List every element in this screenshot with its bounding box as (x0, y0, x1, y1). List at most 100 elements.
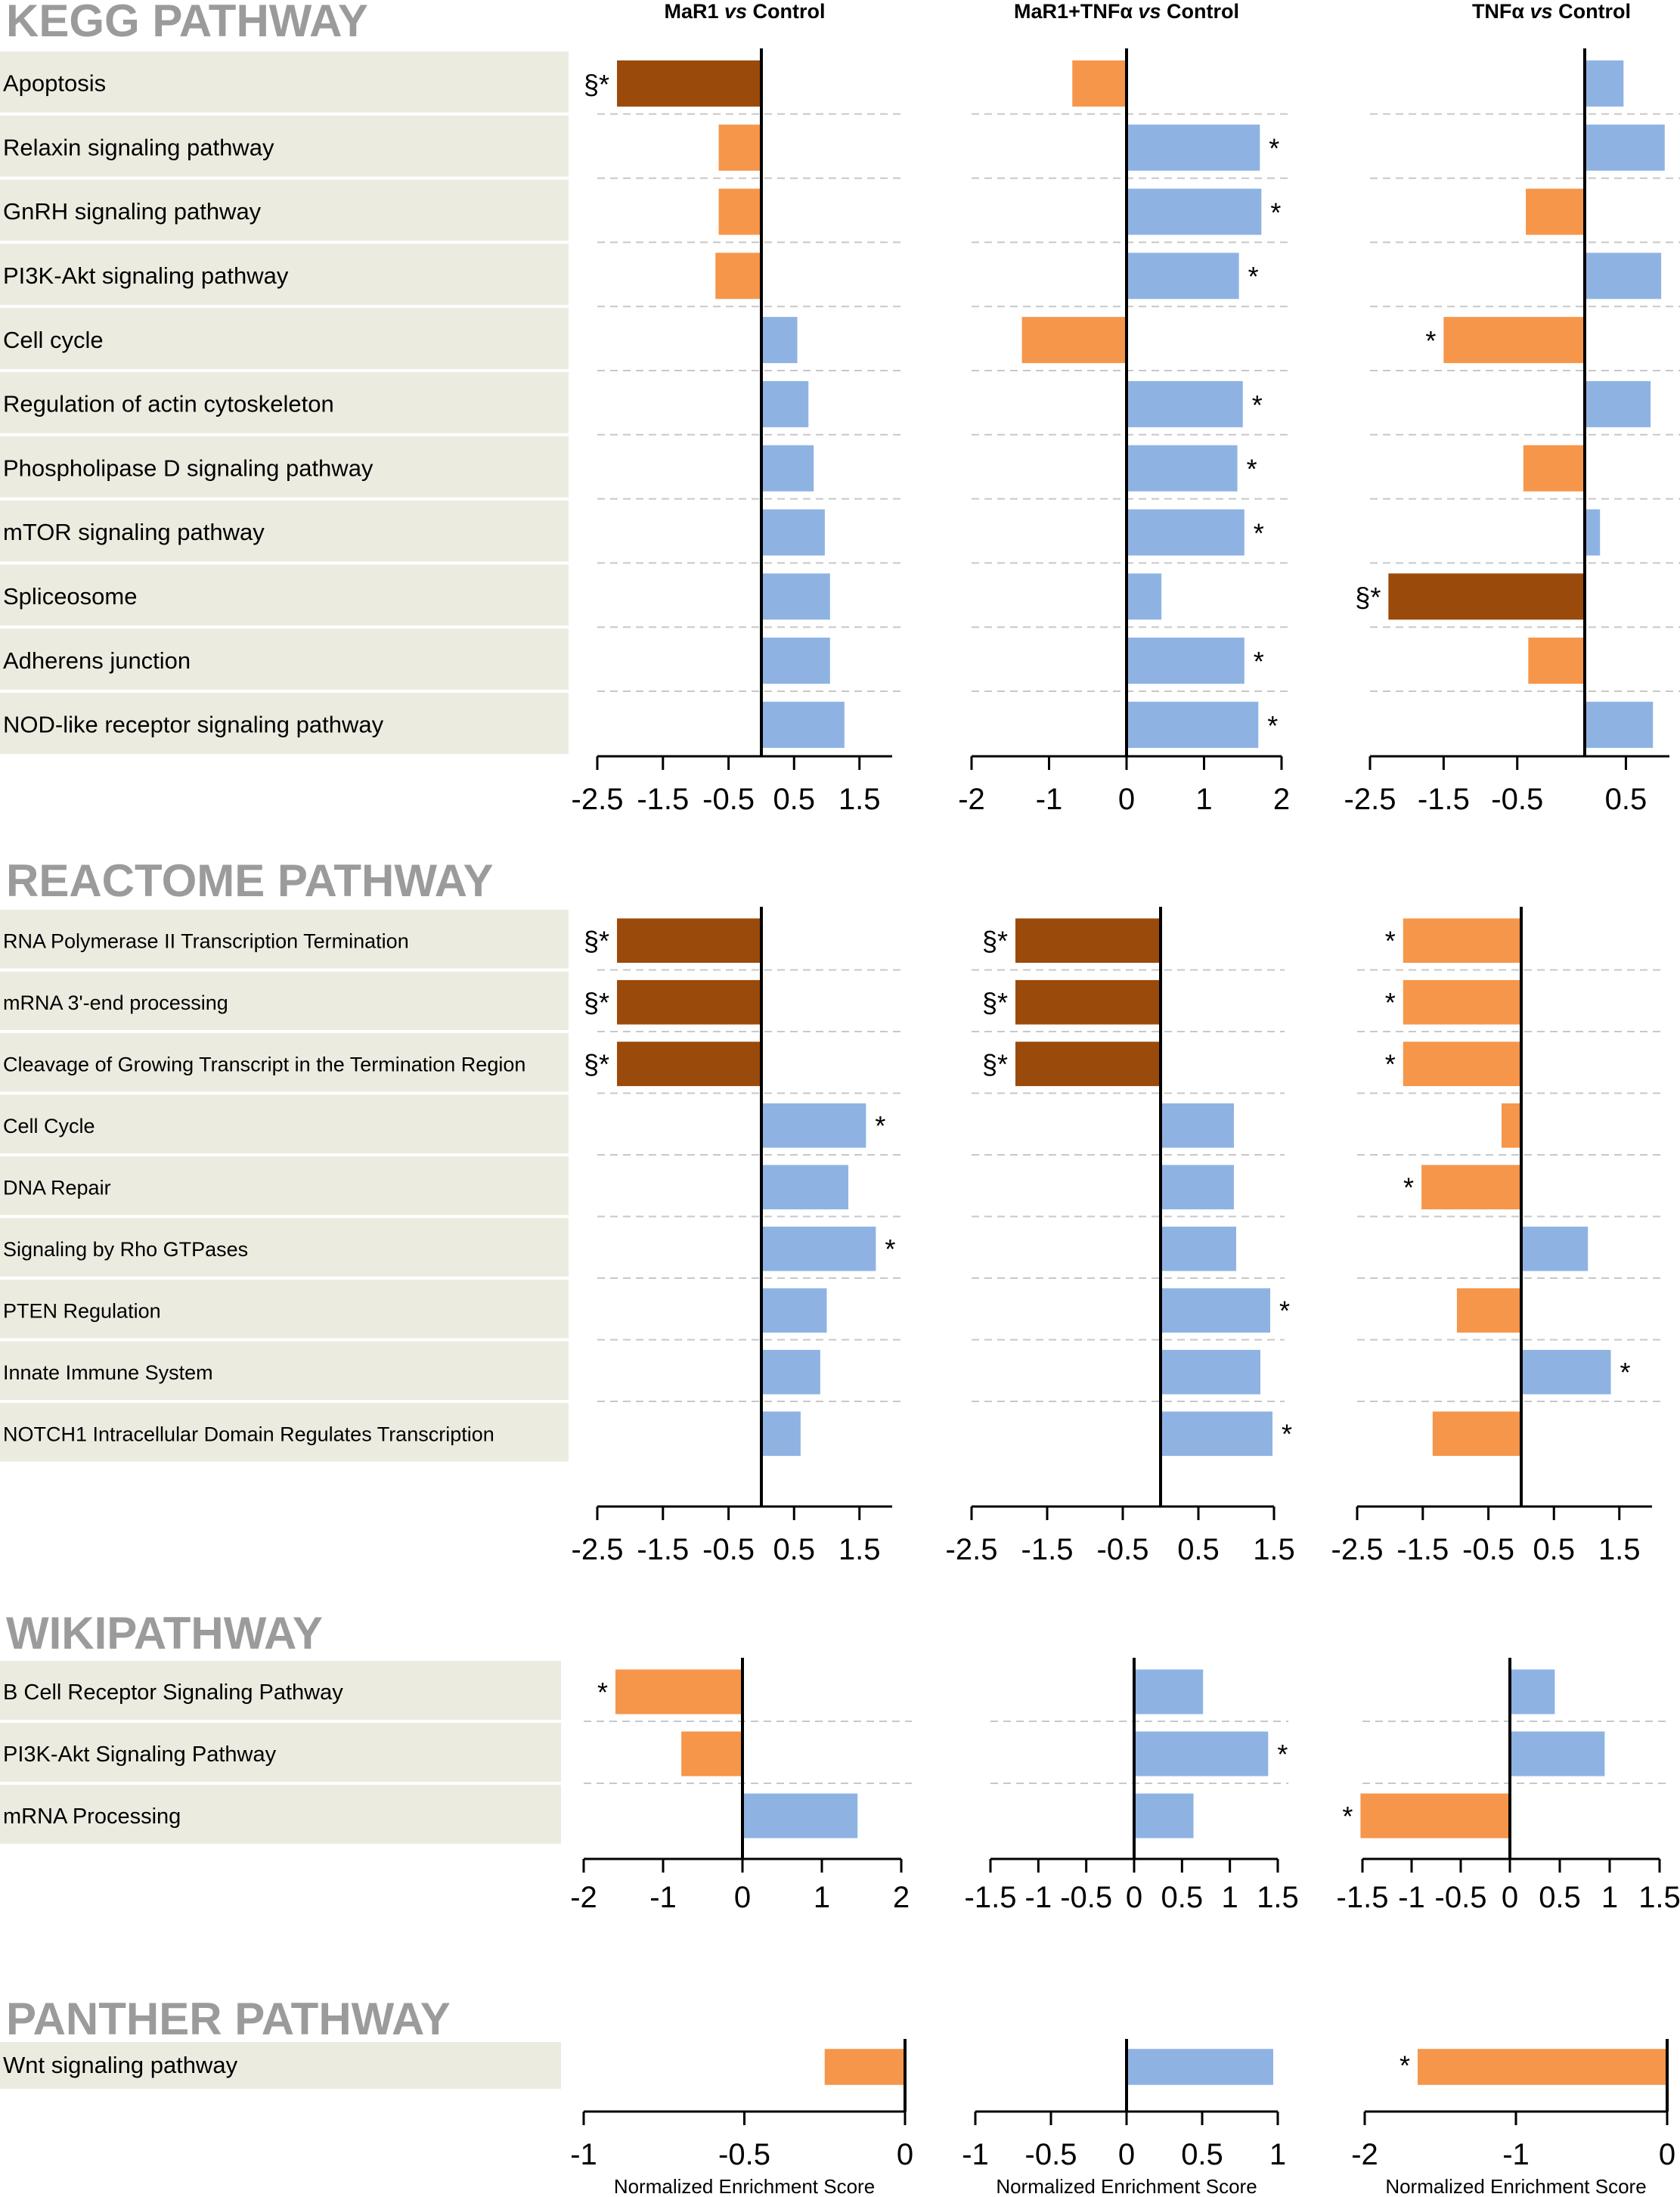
row-label-bg (0, 179, 569, 241)
x-tick-label: -1.5 (1337, 1881, 1389, 1914)
kegg-pathway-header: KEGG PATHWAY (6, 0, 368, 46)
significance-mark: * (1248, 261, 1259, 292)
bar-wikipathway-col3 (1510, 1669, 1555, 1714)
x-tick-label: 1.5 (1638, 1881, 1680, 1914)
x-tick-label: -1.5 (637, 783, 689, 816)
row-label-bg (0, 1280, 569, 1339)
bar-reactome-pathway-col3 (1456, 1288, 1521, 1333)
pathway-label: DNA Repair (3, 1177, 111, 1199)
x-tick-label: 1 (1195, 783, 1212, 816)
bar-panther-pathway-col2 (1127, 2049, 1273, 2085)
bar-kegg-pathway-col2 (1127, 445, 1238, 492)
bar-kegg-pathway-col3 (1443, 317, 1585, 364)
column-title-vs: vs (1530, 0, 1553, 23)
pathway-label: Cell cycle (3, 327, 104, 353)
bar-reactome-pathway-col3 (1403, 918, 1521, 964)
x-tick-label: -1.5 (1396, 1533, 1449, 1566)
bar-reactome-pathway-col3 (1403, 1041, 1521, 1087)
bar-kegg-pathway-col3 (1526, 188, 1585, 235)
bar-reactome-pathway-col1 (761, 1226, 876, 1271)
bar-reactome-pathway-col1 (761, 1165, 849, 1210)
x-tick-label: -0.5 (1025, 2138, 1077, 2171)
x-tick-label: -2 (1351, 2138, 1378, 2171)
row-label-bg (0, 1723, 561, 1782)
bar-kegg-pathway-col1 (761, 701, 845, 748)
bar-reactome-pathway-col1 (761, 1288, 827, 1333)
x-tick-label: 0 (897, 2138, 913, 2171)
row-label-bg (0, 1156, 569, 1215)
bar-reactome-pathway-col3 (1432, 1411, 1521, 1457)
pathway-label: GnRH signaling pathway (3, 198, 262, 225)
bar-kegg-pathway-col2 (1127, 509, 1245, 556)
bar-reactome-pathway-col2 (1015, 979, 1161, 1025)
x-tick-label: -0.5 (1097, 1533, 1149, 1566)
bar-reactome-pathway-col2 (1161, 1226, 1236, 1271)
significance-mark: * (1254, 646, 1264, 677)
x-tick-label: 1.5 (838, 1533, 881, 1566)
row-label-bg (0, 628, 569, 690)
bar-kegg-pathway-col1 (761, 380, 809, 427)
significance-mark: §* (584, 987, 609, 1018)
significance-mark: * (1279, 1296, 1290, 1327)
bar-kegg-pathway-col1 (761, 317, 798, 364)
pathway-label: NOD-like receptor signaling pathway (3, 712, 384, 738)
bar-kegg-pathway-col2 (1127, 253, 1239, 299)
significance-mark: * (1254, 517, 1264, 548)
bar-reactome-pathway-col3 (1501, 1103, 1521, 1148)
x-tick-label: 1 (814, 1881, 830, 1914)
pathway-label: mRNA Processing (3, 1804, 181, 1829)
bar-kegg-pathway-col2 (1072, 60, 1127, 107)
significance-mark: * (1247, 454, 1257, 485)
column-title-3: TNFα vs Control (1472, 0, 1631, 23)
column-title-vs: vs (724, 0, 747, 23)
column-title-part: MaR1 (664, 0, 724, 23)
x-tick-label: 1.5 (1598, 1533, 1641, 1566)
x-tick-label: -2 (958, 783, 985, 816)
bar-reactome-pathway-col2 (1161, 1288, 1270, 1333)
bar-reactome-pathway-col2 (1015, 1041, 1161, 1087)
row-label-bg (0, 564, 569, 626)
significance-mark: * (885, 1233, 895, 1265)
significance-mark: * (1277, 1739, 1288, 1770)
row-label-bg (0, 910, 569, 969)
row-label-bg (0, 308, 569, 369)
x-tick-label: 0.5 (1181, 2138, 1223, 2171)
x-tick-label: -0.5 (718, 2138, 770, 2171)
bar-kegg-pathway-col2 (1127, 638, 1245, 684)
pathway-label: PTEN Regulation (3, 1300, 161, 1323)
bar-kegg-pathway-col2 (1021, 317, 1127, 364)
bar-reactome-pathway-col1 (617, 979, 761, 1025)
x-tick-label: -1.5 (1021, 1533, 1074, 1566)
bar-reactome-pathway-col3 (1521, 1226, 1589, 1271)
x-tick-label: 2 (893, 1881, 910, 1914)
x-tick-label: 0.5 (1177, 1533, 1220, 1566)
bar-kegg-pathway-col2 (1127, 124, 1260, 171)
x-tick-label: 0.5 (1539, 1881, 1581, 1914)
row-label-bg (0, 51, 569, 113)
pathway-label: Adherens junction (3, 647, 191, 674)
pathway-label: RNA Polymerase II Transcription Terminat… (3, 930, 409, 953)
row-label-bg (0, 500, 569, 562)
pathway-label: Regulation of actin cytoskeleton (3, 391, 334, 417)
bar-reactome-pathway-col3 (1421, 1165, 1521, 1210)
x-tick-label: 0 (1659, 2138, 1675, 2171)
x-tick-label: 1.5 (1257, 1881, 1299, 1914)
x-tick-label: -0.5 (1491, 783, 1543, 816)
x-tick-label: 1.5 (838, 783, 881, 816)
bar-kegg-pathway-col3 (1585, 124, 1665, 171)
x-tick-label: -1 (570, 2138, 597, 2171)
significance-mark: * (1403, 1172, 1414, 1203)
bar-reactome-pathway-col2 (1161, 1103, 1234, 1148)
column-title-1: MaR1 vs Control (664, 0, 825, 23)
x-tick-label: -0.5 (1462, 1533, 1514, 1566)
bar-kegg-pathway-col1 (718, 188, 761, 235)
x-tick-label: -1 (1502, 2138, 1530, 2171)
significance-mark: §* (982, 987, 1008, 1018)
column-title-2: MaR1+TNFα vs Control (1014, 0, 1239, 23)
significance-mark: * (1269, 133, 1279, 164)
significance-mark: * (1385, 1049, 1396, 1080)
row-label-bg (0, 1033, 569, 1092)
significance-mark: * (1385, 926, 1396, 957)
x-tick-label: 1.5 (1253, 1533, 1295, 1566)
